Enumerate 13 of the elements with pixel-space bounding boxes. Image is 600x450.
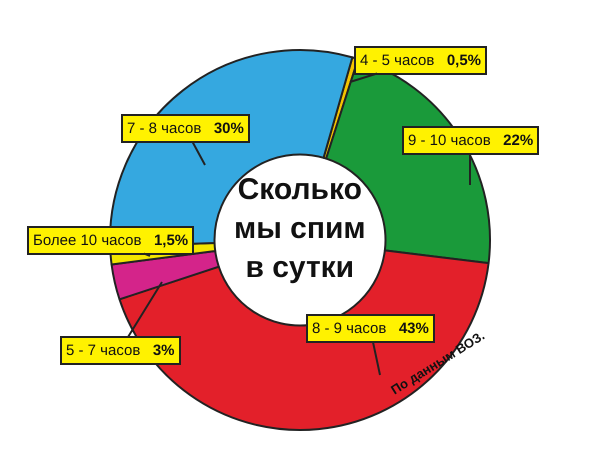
data-label: 43%: [398, 320, 429, 337]
data-label: 22%: [503, 132, 534, 149]
slice-label: 9 - 10 часов: [408, 132, 491, 149]
slice-label: 7 - 8 часов: [127, 120, 202, 137]
data-label: 0,5%: [446, 52, 482, 69]
data-label: 3%: [152, 342, 175, 359]
slice-label: 5 - 7 часов: [66, 342, 140, 359]
text: Сколько мы спим в сутки: [234, 173, 366, 284]
slice-label: Более 10 часов: [33, 232, 142, 249]
data-label: 1,5%: [154, 232, 188, 249]
slice-label: 8 - 9 часов: [312, 320, 386, 337]
data-label: 30%: [214, 120, 244, 137]
slice-label: 4 - 5 часов: [360, 52, 434, 69]
